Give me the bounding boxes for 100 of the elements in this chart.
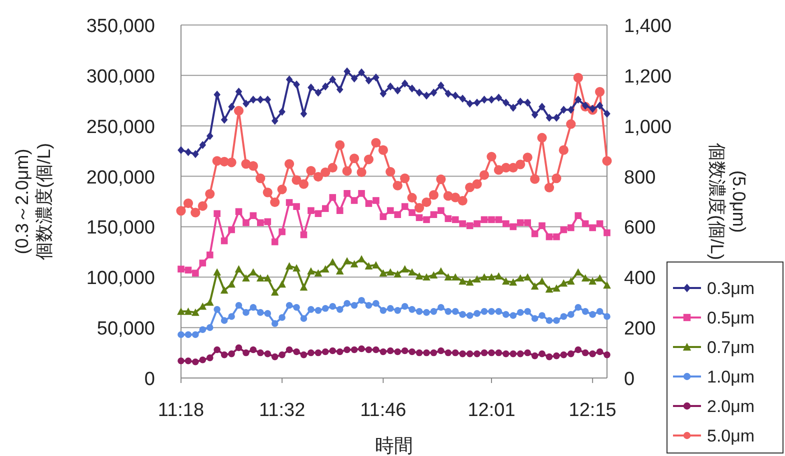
point (474, 350, 480, 358)
point (568, 106, 574, 114)
point (459, 311, 466, 318)
point (314, 210, 322, 218)
point (199, 326, 206, 333)
point (522, 152, 532, 162)
point (538, 277, 546, 285)
point (300, 315, 308, 322)
point (466, 278, 474, 286)
point (545, 285, 554, 293)
point (416, 214, 423, 222)
point (430, 271, 438, 279)
point (408, 209, 416, 216)
point (488, 273, 496, 281)
point (256, 274, 264, 282)
point (192, 331, 199, 338)
point (604, 351, 610, 358)
point (452, 92, 459, 100)
point (322, 205, 329, 212)
point (494, 272, 503, 280)
point (574, 346, 582, 354)
point (286, 346, 293, 354)
point (400, 265, 409, 272)
point (378, 145, 388, 155)
y2-tick-label: 1,400 (624, 16, 672, 37)
point (582, 220, 589, 228)
point (257, 219, 264, 226)
point (459, 220, 466, 228)
point (546, 233, 553, 240)
point (206, 298, 214, 306)
point (408, 268, 416, 276)
point (480, 216, 488, 224)
point (408, 84, 416, 93)
point (343, 257, 351, 264)
y-tick-label: 200,000 (86, 167, 155, 188)
point (567, 277, 575, 285)
point (380, 307, 387, 314)
y2-axis-title: (5.0μm) 個数濃度(個/L) (707, 143, 749, 260)
point (538, 102, 546, 111)
point (604, 229, 610, 236)
point (444, 90, 452, 98)
point (286, 199, 293, 206)
point (422, 273, 430, 281)
point (488, 349, 495, 356)
point (472, 179, 482, 189)
point (486, 152, 496, 162)
point (502, 277, 510, 285)
point (178, 146, 184, 154)
point (298, 179, 309, 189)
point (365, 302, 372, 309)
point (415, 272, 424, 280)
y2-tick-label: 1,000 (624, 116, 672, 138)
point (488, 216, 495, 224)
point (524, 98, 531, 107)
point (329, 75, 336, 84)
point (250, 212, 257, 220)
point (379, 269, 388, 277)
point (313, 172, 324, 182)
point (596, 220, 604, 228)
point (242, 274, 250, 282)
point (430, 308, 438, 315)
legend-label: 2.0μm (707, 397, 755, 416)
point (553, 317, 560, 324)
point (581, 274, 590, 282)
point (235, 302, 242, 309)
point (372, 300, 380, 307)
y-axis-title: (0.3～2.0μm) 個数濃度(個/L) (12, 143, 54, 260)
point (423, 309, 430, 316)
point (235, 208, 242, 215)
legend-label: 0.3μm (707, 279, 755, 298)
point (604, 313, 610, 320)
legend-label: 1.0μm (707, 368, 755, 386)
point (235, 88, 242, 96)
point (350, 302, 358, 309)
point (192, 308, 200, 316)
point (336, 86, 344, 94)
point (452, 216, 459, 224)
point (356, 167, 366, 178)
point (386, 82, 394, 91)
point (394, 270, 402, 278)
point (560, 106, 568, 114)
point (510, 223, 517, 230)
point (438, 82, 444, 90)
point (328, 258, 337, 266)
point (401, 79, 408, 88)
point (444, 349, 452, 356)
point (414, 203, 424, 213)
point (416, 349, 423, 356)
point (342, 166, 352, 176)
point (228, 313, 235, 320)
point (358, 190, 365, 197)
point (538, 350, 546, 358)
point (321, 265, 330, 272)
point (206, 354, 214, 362)
point (524, 308, 531, 315)
point (452, 349, 459, 356)
point (510, 104, 517, 112)
point (228, 350, 235, 358)
point (264, 274, 272, 282)
point (588, 277, 596, 285)
